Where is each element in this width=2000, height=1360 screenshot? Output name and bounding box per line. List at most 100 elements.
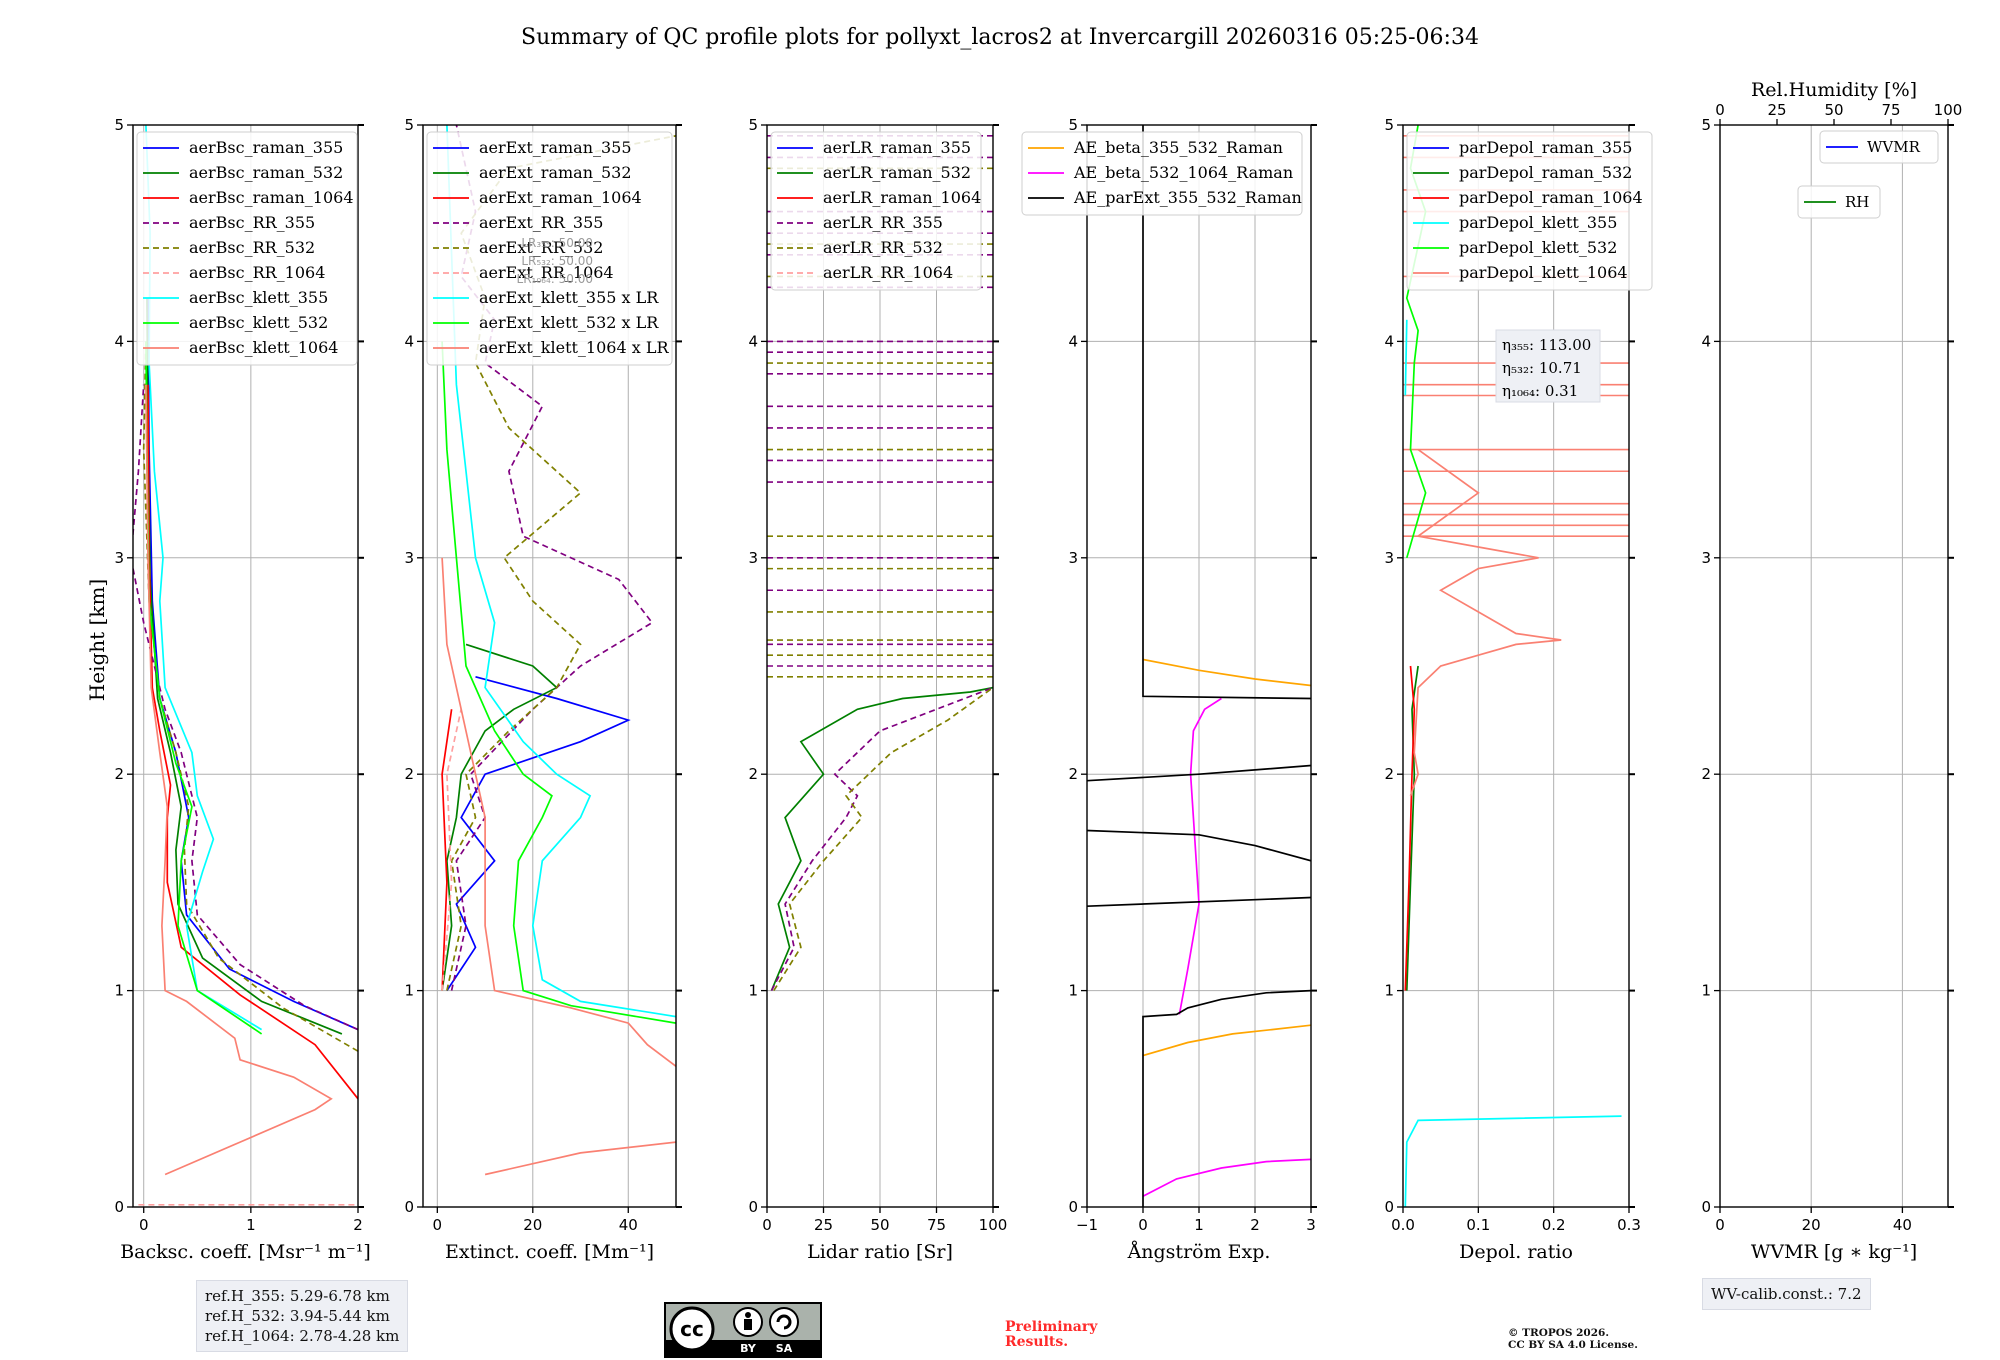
panel-bsc: 0 1 2 0 1 2 3 4 5 Backsc. coeff. [Msr⁻¹ m⁻¹] aerBs… (114, 116, 370, 1263)
series-aerExt-klett-355-x-LR (446, 125, 676, 1018)
series-AE-parExt-355-532-Raman (1087, 896, 1311, 908)
y-tick-label: 3 (1068, 549, 1078, 567)
series-AE-beta-355-532-Raman (1142, 658, 1311, 687)
y-tick-label: 2 (1701, 765, 1711, 783)
legend-box (136, 131, 358, 366)
by-label: BY (740, 1342, 757, 1355)
top-x-axis-label: Rel.Humidity [%] (1751, 79, 1917, 101)
x-tick-label: −1 (1076, 1216, 1098, 1234)
series-aerLR-raman-532 (770, 686, 993, 991)
x-tick-label: 40 (1893, 1216, 1912, 1234)
legend-label: aerExt_raman_355 (479, 138, 632, 157)
share-alike-icon (769, 1307, 799, 1337)
legend-label: parDepol_klett_532 (1459, 238, 1617, 257)
x-tick-label: 25 (814, 1216, 833, 1234)
legend-label: WVMR (1867, 138, 1921, 156)
legend-label: AE_beta_355_532_Raman (1073, 138, 1283, 157)
y-tick-label: 1 (1701, 982, 1711, 1000)
x-tick-label: 20 (523, 1216, 542, 1234)
series-aerExt-raman-1064 (441, 709, 453, 991)
x-axis-label: Depol. ratio (1459, 1241, 1573, 1263)
lidar-ratio-note: LR₃₅₅: 50.00 (521, 236, 593, 250)
x-axis-label: Lidar ratio [Sr] (807, 1241, 953, 1263)
series-aerExt-raman-355 (446, 675, 631, 992)
y-tick-label: 1 (748, 982, 758, 1000)
axes-frame (1402, 124, 1630, 1208)
axes-frame (422, 124, 677, 1208)
legend-box (1797, 185, 1881, 219)
legend-label: parDepol_klett_1064 (1459, 263, 1628, 282)
legend-label: aerExt_raman_532 (479, 163, 632, 182)
y-tick-label: 0 (114, 1198, 124, 1216)
ref-h-532: ref.H_532: 3.94-5.44 km (205, 1307, 390, 1325)
legend-label: aerExt_RR_355 (479, 213, 603, 232)
top-x-tick-label: 75 (1881, 101, 1900, 119)
x-tick-label: 3 (1306, 1216, 1316, 1234)
legend-label: aerBsc_RR_532 (189, 238, 315, 257)
legend-label: aerExt_raman_1064 (479, 188, 642, 207)
series-AE-beta-532-1064-Raman (1142, 1158, 1311, 1197)
x-tick-label: 75 (927, 1216, 946, 1234)
top-x-tick-label: 100 (1934, 101, 1963, 119)
y-tick-label: 5 (404, 116, 414, 134)
legend-label: aerBsc_klett_1064 (189, 338, 338, 357)
panel-depol: 0.0 0.1 0.2 0.3 0 1 2 3 4 5 Depol. ratio parDepol_r… (1384, 116, 1653, 1263)
x-tick-label: 1 (1194, 1216, 1204, 1234)
x-tick-label: 0.1 (1466, 1216, 1490, 1234)
series-AE-parExt-355-532-Raman (1142, 125, 1311, 700)
top-x-tick-label: 25 (1767, 101, 1786, 119)
reference-height-box: ref.H_355: 5.29-6.78 km ref.H_532: 3.94-… (196, 1280, 409, 1352)
cc-by-sa-badge: cc BY SA (664, 1302, 822, 1358)
series-parDepol-klett-355 (1404, 319, 1408, 396)
x-tick-label: 0.0 (1391, 1216, 1415, 1234)
eta-box (1495, 329, 1601, 403)
y-tick-label: 2 (404, 765, 414, 783)
figure-title: Summary of QC profile plots for pollyxt_… (521, 25, 1479, 50)
series-aerBsc-raman-1064 (147, 384, 358, 1100)
series-aerLR-RR-355 (770, 686, 993, 991)
ref-h-355: ref.H_355: 5.29-6.78 km (205, 1287, 390, 1305)
x-tick-label: 2 (353, 1216, 363, 1234)
y-tick-label: 2 (748, 765, 758, 783)
series-AE-parExt-355-532-Raman (1142, 989, 1311, 1207)
legend-label: AE_beta_532_1064_Raman (1073, 163, 1293, 182)
legend-box (426, 131, 673, 366)
series-aerBsc-RR-355 (133, 384, 358, 1031)
y-tick-label: 1 (1384, 982, 1394, 1000)
wv-calibration-box: WV-calib.const.: 7.2 (1702, 1278, 1871, 1310)
series-AE-beta-532-1064-Raman (1178, 697, 1222, 1015)
x-tick-label: 2 (1250, 1216, 1260, 1234)
x-axis-label: Extinct. coeff. [Mm⁻¹] (445, 1241, 654, 1263)
series-AE-parExt-355-532-Raman (1087, 829, 1311, 862)
legend-label: aerBsc_raman_355 (189, 138, 343, 157)
x-tick-label: 0 (139, 1216, 149, 1234)
y-tick-label: 3 (1701, 549, 1711, 567)
legend-label: aerBsc_klett_532 (189, 313, 328, 332)
legend-label: RH (1845, 193, 1869, 211)
eta-value: η₁₀₆₄: 0.31 (1502, 382, 1578, 400)
series-aerBsc-klett-532 (145, 341, 263, 1035)
y-tick-label: 2 (114, 765, 124, 783)
legend-label: aerExt_RR_532 (479, 238, 603, 257)
series-AE-beta-355-532-Raman (1142, 1024, 1311, 1057)
y-tick-label: 0 (404, 1198, 414, 1216)
axes-frame (1719, 124, 1949, 1208)
x-axis-label: Backsc. coeff. [Msr⁻¹ m⁻¹] (120, 1241, 371, 1263)
y-tick-label: 0 (1701, 1198, 1711, 1216)
legend-label: parDepol_raman_355 (1459, 138, 1632, 157)
x-tick-label: 0.3 (1617, 1216, 1641, 1234)
x-tick-label: 0 (1715, 1216, 1725, 1234)
y-tick-label: 5 (1384, 116, 1394, 134)
legend-box (1021, 131, 1303, 216)
y-tick-label: 2 (1068, 765, 1078, 783)
y-tick-label: 5 (748, 116, 758, 134)
legend-label: aerLR_raman_355 (823, 138, 971, 157)
series-parDepol-klett-1064 (1409, 448, 1562, 797)
legend-box (1406, 131, 1653, 291)
series-AE-parExt-355-532-Raman (1087, 764, 1311, 782)
series-parDepol-raman-532 (1405, 665, 1419, 991)
series-aerBsc-klett-1064 (145, 384, 333, 1176)
x-tick-label: 40 (619, 1216, 638, 1234)
series-parDepol-klett-355 (1404, 1115, 1622, 1207)
